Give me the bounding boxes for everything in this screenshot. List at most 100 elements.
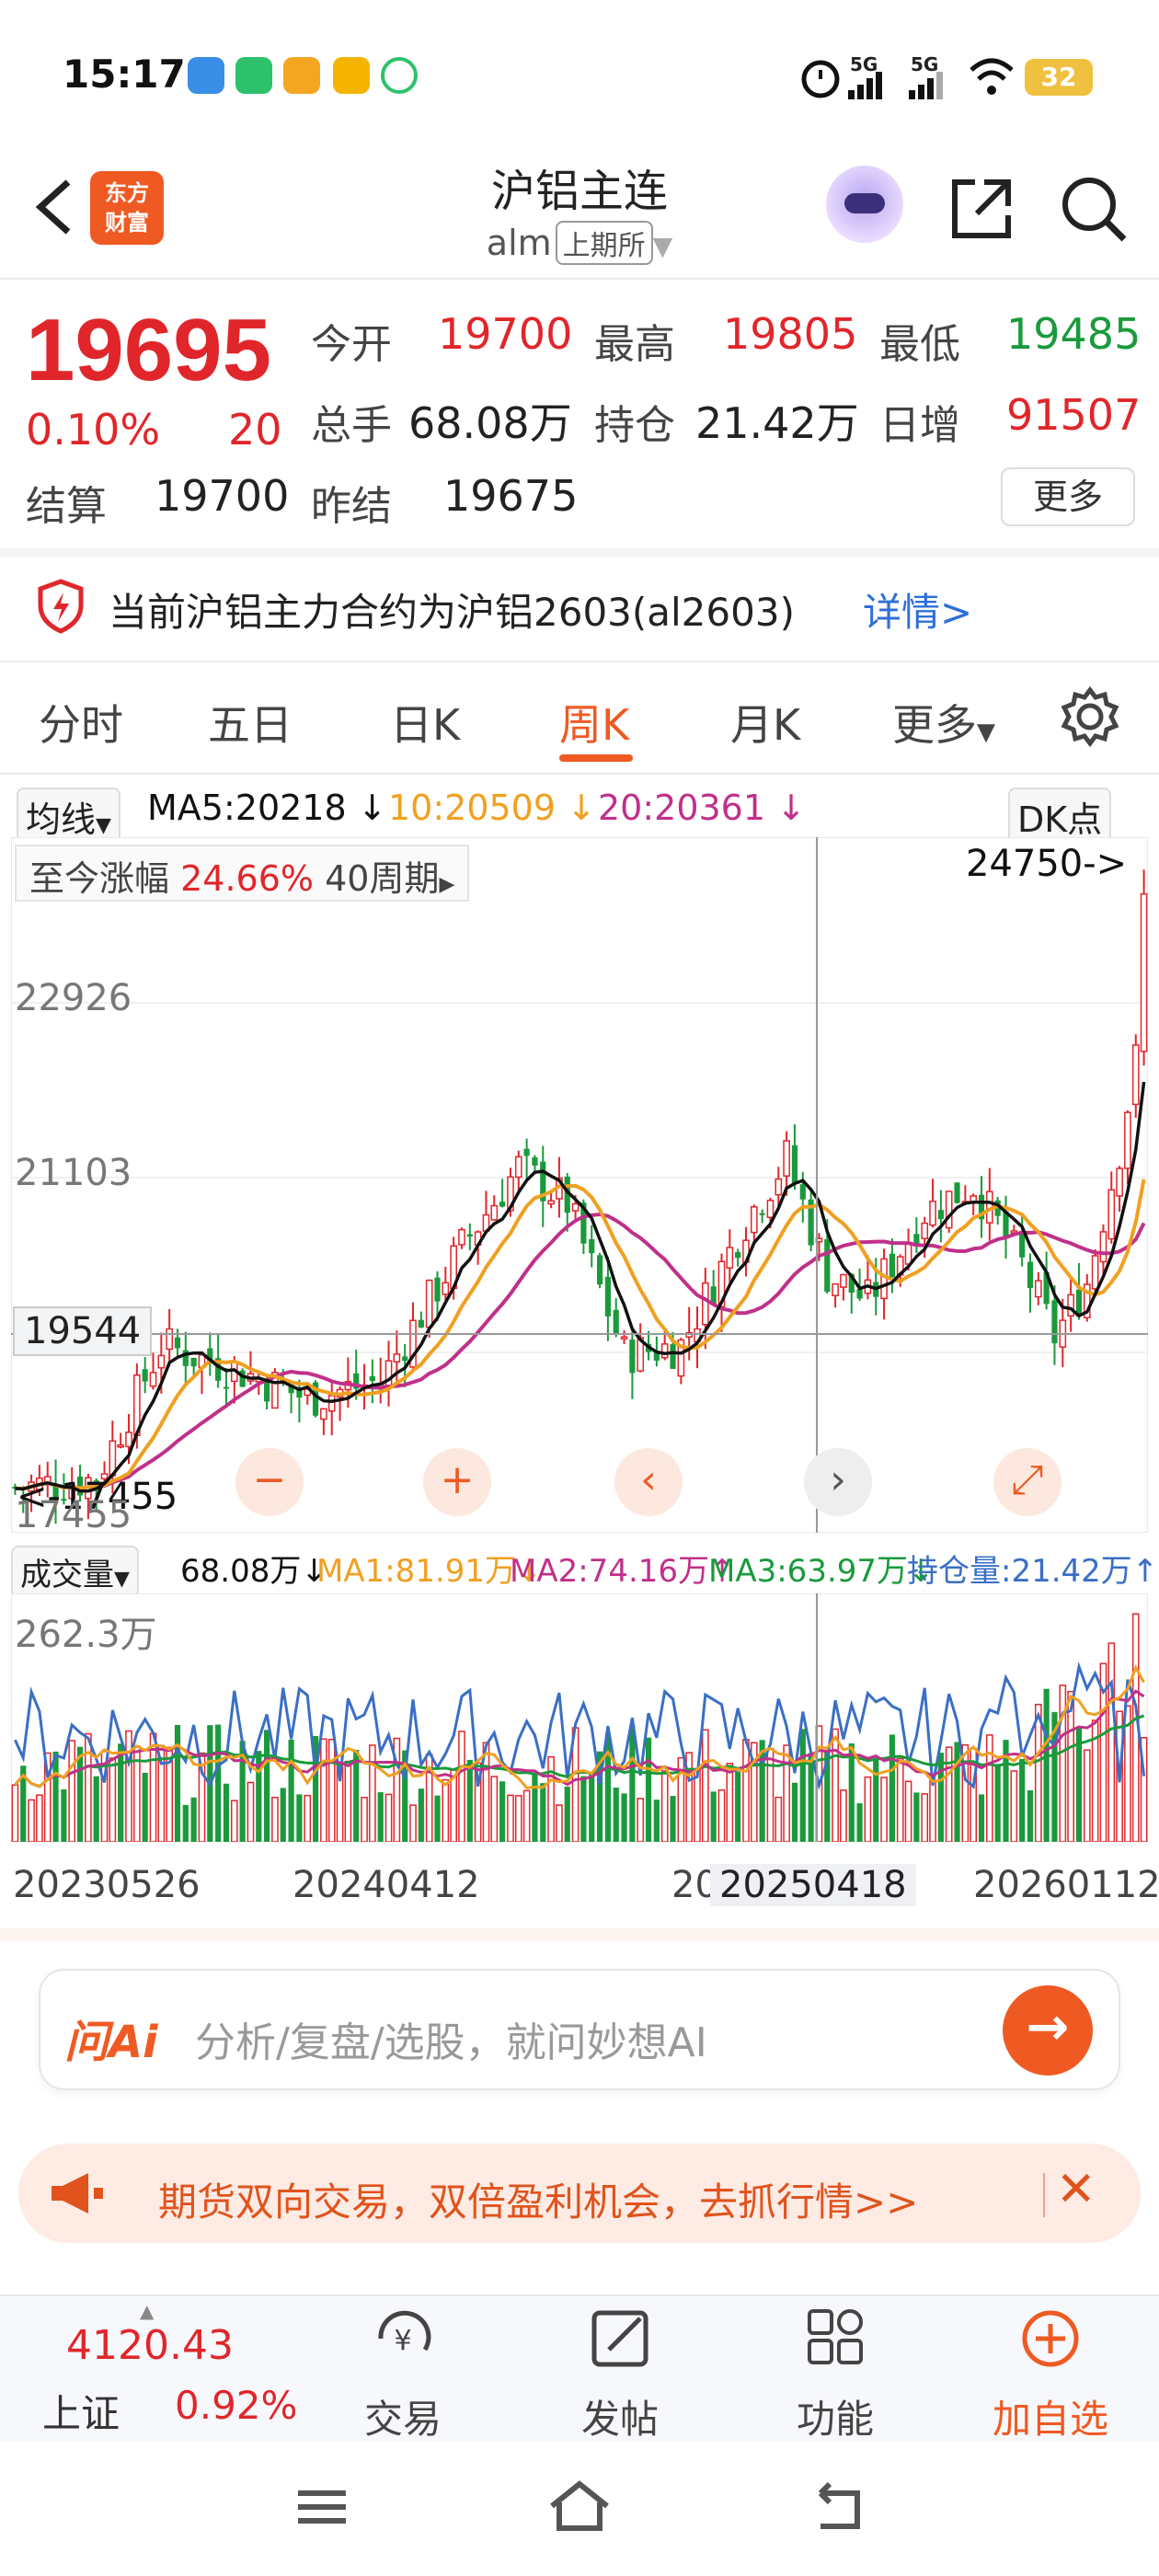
candle-body: [499, 1202, 506, 1207]
volume-ma1: MA1:81.91万↓: [316, 1553, 543, 1590]
candle-body: [808, 1199, 814, 1246]
back-nav-icon[interactable]: [800, 2475, 874, 2539]
range-change-box[interactable]: 至今涨幅 24.66% 40周期▶: [15, 845, 470, 902]
functions-grid-icon[interactable]: [762, 2302, 909, 2375]
caret-down-icon: ▼: [114, 1568, 130, 1591]
candle-body: [327, 1395, 336, 1412]
tab-intraday[interactable]: 分时: [39, 700, 123, 750]
candle-body: [759, 1213, 765, 1215]
volume-bar: [288, 1739, 294, 1842]
open-interest-line: [14, 1661, 1146, 1790]
volume-bar: [522, 1789, 531, 1842]
ai-ask-bar[interactable]: [39, 1969, 1120, 2090]
index-change-pct[interactable]: 0.92%: [175, 2383, 298, 2428]
ai-input[interactable]: 分析/复盘/选股，就问妙想AI: [195, 2019, 707, 2066]
trade-icon[interactable]: ¥: [329, 2302, 476, 2375]
candle-body: [750, 1206, 758, 1234]
candle-body: [61, 1499, 67, 1501]
home-icon[interactable]: [543, 2475, 616, 2539]
dk-point-button[interactable]: DK点: [1008, 788, 1112, 845]
nav-trade[interactable]: 交易: [363, 2397, 442, 2442]
index-value[interactable]: 4120.43: [66, 2322, 234, 2369]
sync-icon: [381, 57, 418, 94]
candle-body: [532, 1157, 538, 1166]
promo-banner[interactable]: [18, 2144, 1141, 2243]
more-button[interactable]: 更多: [1001, 467, 1135, 526]
candle-body: [848, 1273, 855, 1294]
nav-post[interactable]: 发帖: [580, 2397, 659, 2442]
post-edit-icon[interactable]: [546, 2302, 694, 2375]
volume-bar: [271, 1796, 279, 1842]
zoom-out-button[interactable]: −: [235, 1448, 304, 1516]
back-arrow-icon[interactable]: [28, 175, 83, 239]
ma20-value: 20:20361 ↓: [598, 788, 806, 828]
promo-text[interactable]: 期货双向交易，双倍盈利机会，去抓行情>>: [158, 2179, 919, 2225]
range-period: 40周期: [325, 858, 440, 899]
ai-submit-arrow-icon[interactable]: →: [1003, 1985, 1093, 2076]
alarm-icon: [801, 60, 840, 98]
candle-body: [93, 1480, 99, 1486]
volume-bar: [1027, 1790, 1034, 1842]
fullscreen-icon[interactable]: ⤢: [993, 1448, 1061, 1516]
volume-bar: [312, 1735, 319, 1842]
candle-body: [702, 1282, 709, 1326]
index-name[interactable]: 上证: [42, 2391, 120, 2436]
volume-bar: [1059, 1685, 1067, 1842]
battery-icon: 32: [1025, 59, 1093, 96]
scroll-left-button[interactable]: ‹: [614, 1448, 683, 1516]
last-price: 19695: [26, 301, 271, 399]
volume-bar: [190, 1797, 197, 1842]
add-watchlist-icon[interactable]: [977, 2302, 1124, 2375]
search-icon[interactable]: [1056, 171, 1130, 245]
share-icon[interactable]: [947, 173, 1017, 243]
crosshair-price-label: 19544: [13, 1306, 153, 1356]
assistant-avatar[interactable]: [826, 166, 903, 243]
candle-body: [775, 1178, 783, 1196]
candle-body: [677, 1339, 685, 1377]
tab-monthly-k[interactable]: 月K: [730, 700, 801, 750]
volume-bar: [775, 1796, 783, 1842]
candle-body: [1019, 1234, 1026, 1258]
candle-body: [207, 1348, 213, 1363]
close-icon[interactable]: ✕: [1056, 2162, 1096, 2217]
candle-body: [190, 1357, 197, 1367]
tab-more[interactable]: 更多▼: [892, 692, 995, 753]
candle-body: [620, 1336, 628, 1340]
volume-chart[interactable]: [11, 1593, 1148, 1842]
nav-functions[interactable]: 功能: [796, 2397, 874, 2442]
volume-indicator-dropdown[interactable]: 成交量▼: [11, 1546, 139, 1598]
zoom-in-button[interactable]: +: [423, 1448, 491, 1516]
candle-body: [264, 1381, 270, 1402]
candle-body: [604, 1276, 611, 1317]
volume-bar: [1083, 1749, 1091, 1842]
candle-body: [166, 1328, 173, 1351]
kline-chart[interactable]: [11, 837, 1148, 1533]
volume-bar: [685, 1752, 694, 1842]
volume-bar: [142, 1772, 148, 1842]
indicator-dropdown[interactable]: 均线▼: [17, 788, 120, 845]
menu-icon[interactable]: [285, 2475, 359, 2539]
volume-bar: [832, 1728, 839, 1842]
volume-bar: [52, 1751, 59, 1842]
tab-five-day[interactable]: 五日: [208, 700, 293, 750]
candle-body: [312, 1382, 319, 1416]
scroll-right-button[interactable]: ›: [804, 1448, 872, 1516]
volume-bar: [556, 1804, 563, 1842]
x-date-2: 20240412: [293, 1864, 480, 1906]
candle-body: [564, 1176, 570, 1213]
volume-bar: [85, 1732, 92, 1842]
notice-details-link[interactable]: 详情>: [863, 590, 973, 635]
settings-gear-icon[interactable]: [1058, 684, 1122, 749]
tab-daily-k[interactable]: 日K: [390, 700, 461, 750]
nav-add-watchlist[interactable]: 加自选: [992, 2397, 1108, 2442]
volume-bar: [540, 1783, 546, 1842]
candle-body: [589, 1238, 595, 1254]
settle-value: 19700: [155, 471, 290, 521]
volume-bar: [466, 1759, 473, 1842]
app-logo: 东方 财富: [90, 171, 164, 245]
tab-weekly-k[interactable]: 周K: [559, 700, 630, 750]
volume-bar: [1051, 1711, 1058, 1842]
candle-body: [1027, 1261, 1034, 1288]
volume-bar: [1124, 1705, 1131, 1842]
contract-subtitle[interactable]: alm 上期所 ▼: [0, 221, 1159, 265]
